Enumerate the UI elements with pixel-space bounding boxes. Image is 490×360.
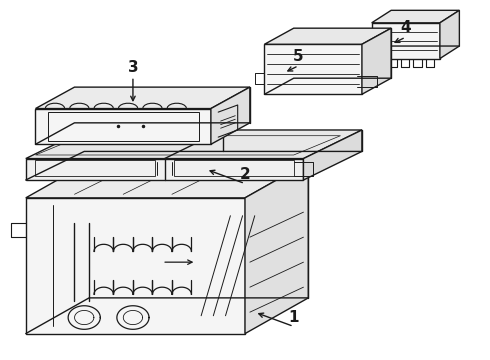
Polygon shape: [26, 130, 362, 158]
Polygon shape: [440, 10, 460, 59]
Polygon shape: [372, 23, 440, 59]
Polygon shape: [265, 44, 362, 94]
Polygon shape: [35, 109, 211, 144]
Polygon shape: [26, 162, 308, 198]
Polygon shape: [26, 158, 303, 180]
Text: 3: 3: [127, 60, 138, 75]
Polygon shape: [26, 198, 245, 334]
Polygon shape: [265, 28, 391, 44]
Polygon shape: [372, 10, 460, 23]
Polygon shape: [35, 87, 250, 109]
Polygon shape: [362, 28, 391, 94]
Text: 5: 5: [294, 49, 304, 64]
Text: 4: 4: [400, 20, 411, 35]
Text: 2: 2: [240, 167, 250, 182]
Polygon shape: [303, 130, 362, 180]
Polygon shape: [211, 87, 250, 144]
Polygon shape: [245, 162, 308, 334]
Text: 1: 1: [289, 310, 299, 325]
